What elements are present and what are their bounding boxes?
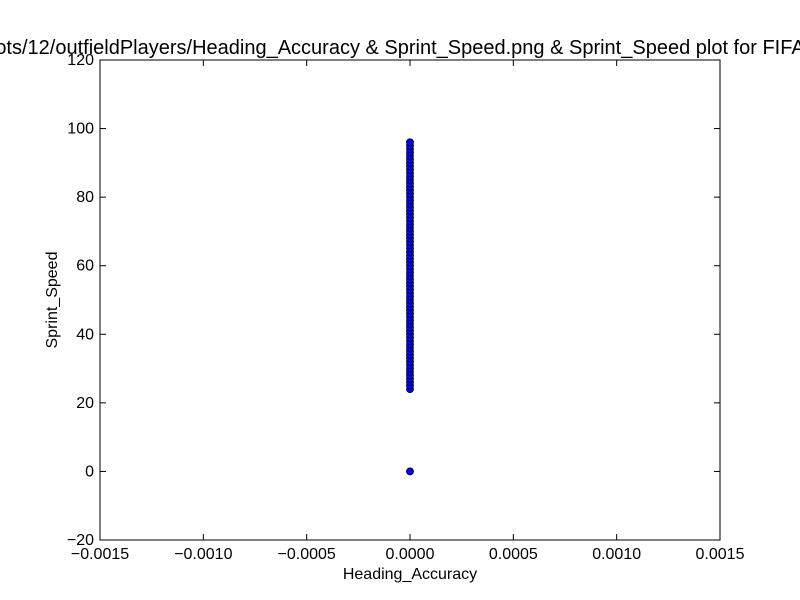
- x-axis: −0.0015 −0.0010 −0.0005 0.0000 0.0005 0.0010 0…: [71, 60, 745, 563]
- x-tick-label: 0.0015: [696, 546, 745, 563]
- y-tick-label: 80: [76, 189, 94, 206]
- y-axis-label: Sprint_Speed: [44, 252, 61, 349]
- y-tick-label: 40: [76, 326, 94, 343]
- y-tick-label: 0: [85, 463, 94, 480]
- y-tick-label: 120: [67, 52, 94, 69]
- data-points: [406, 138, 414, 476]
- y-tick-label: 60: [76, 258, 94, 275]
- chart-title: ots/12/outfieldPlayers/Heading_Accuracy …: [0, 37, 800, 59]
- x-tick-label: 0.0010: [592, 546, 641, 563]
- x-axis-label: Heading_Accuracy: [343, 566, 477, 583]
- y-axis: −20 0 20 40 60 80 100 120: [67, 52, 720, 549]
- x-tick-label: 0.0005: [489, 546, 538, 563]
- y-tick-label: −20: [67, 532, 94, 549]
- y-tick-label: 20: [76, 395, 94, 412]
- x-tick-label: −0.0005: [278, 546, 336, 563]
- x-tick-label: 0.0000: [386, 546, 435, 563]
- data-point: [406, 138, 414, 147]
- data-point: [406, 467, 414, 476]
- x-tick-label: −0.0010: [174, 546, 232, 563]
- x-tick-label: −0.0015: [71, 546, 129, 563]
- y-tick-label: 100: [67, 121, 94, 138]
